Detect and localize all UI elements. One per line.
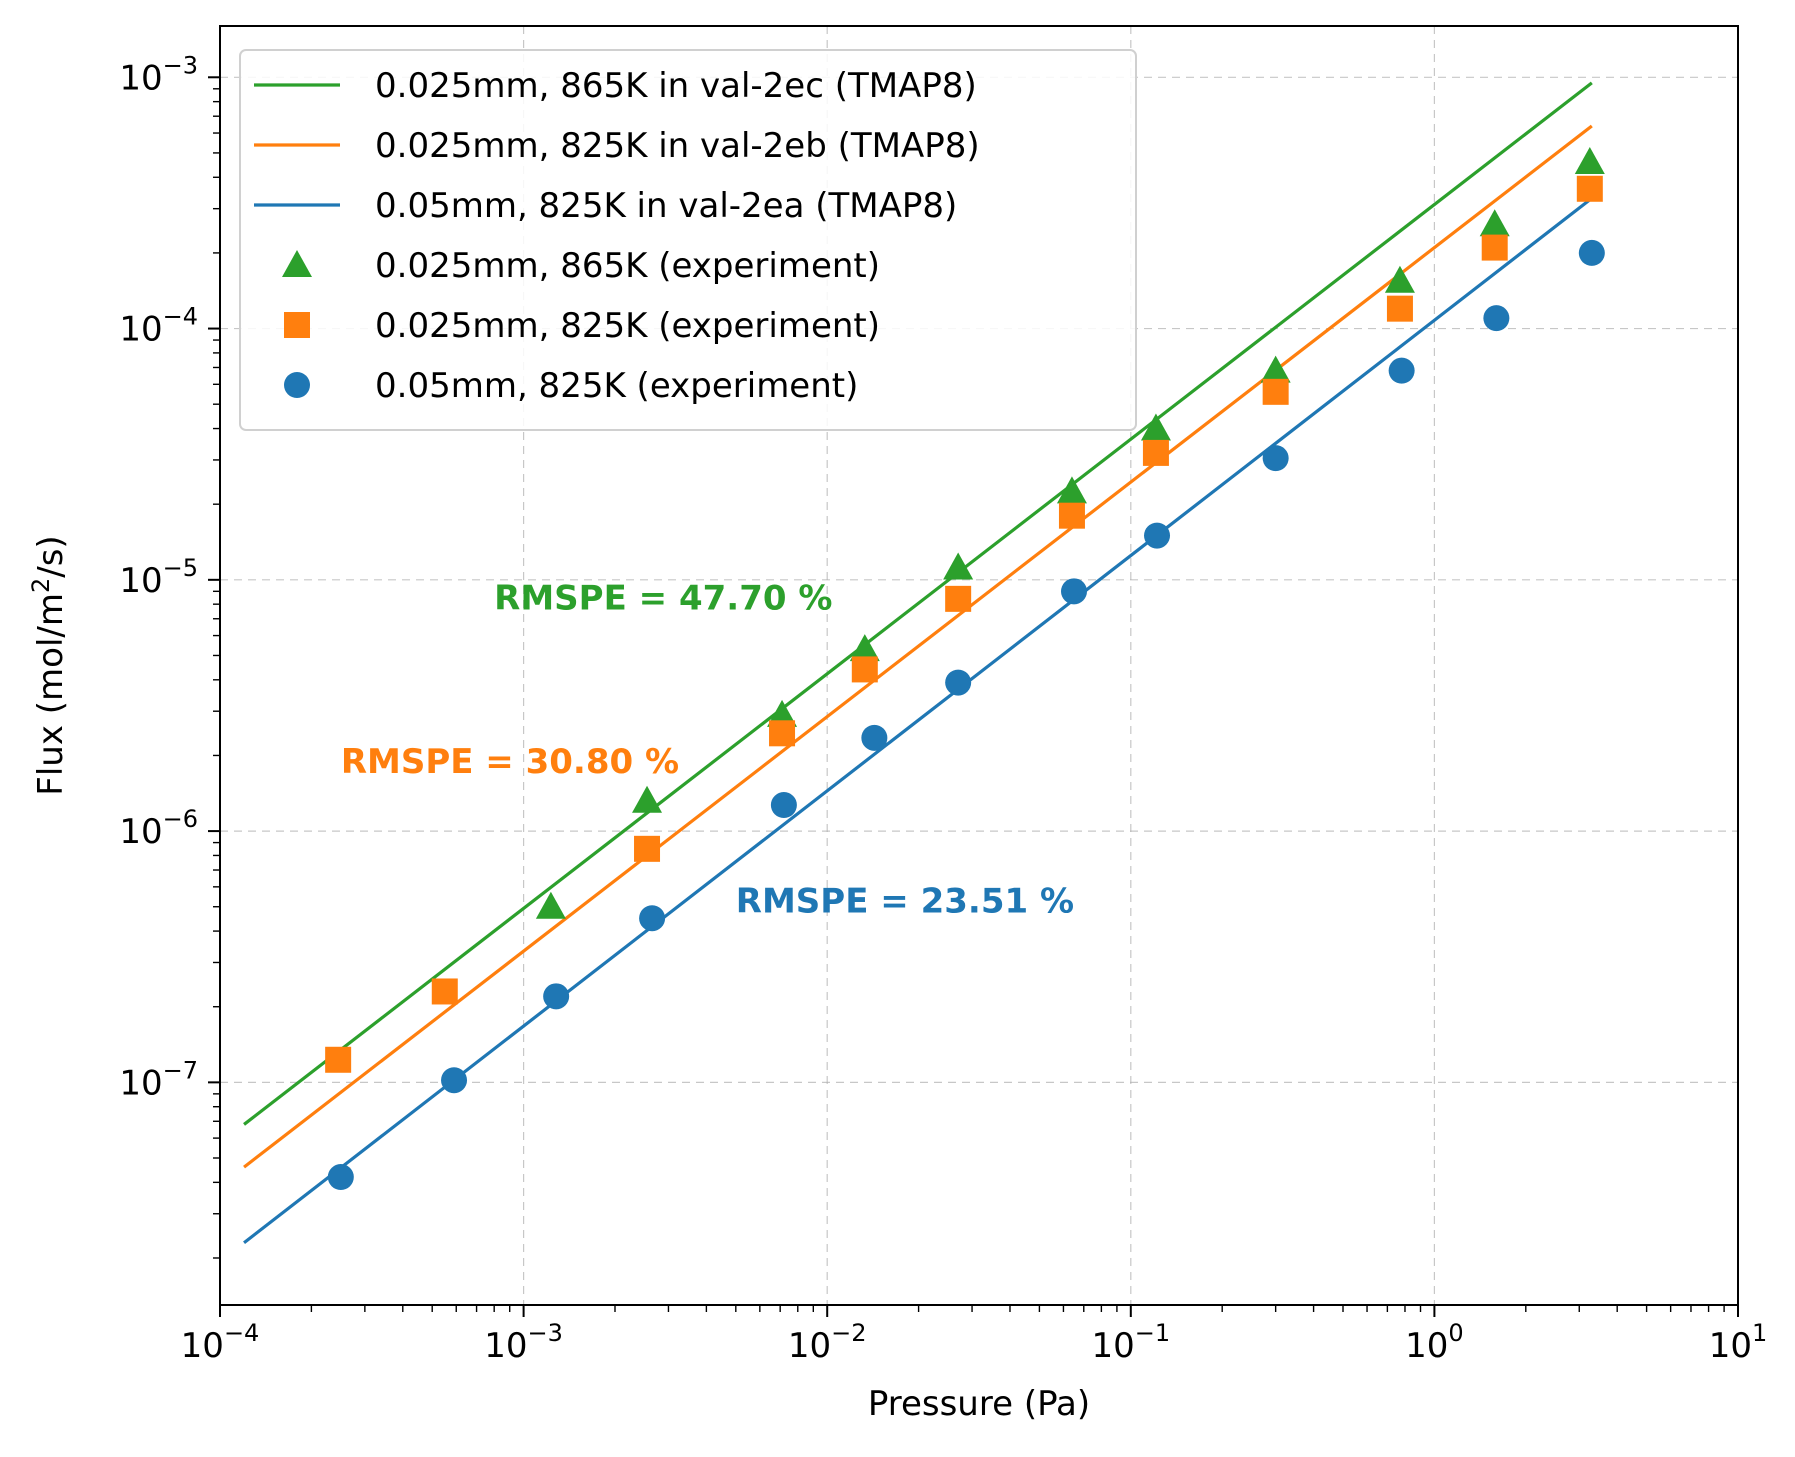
series-line-0: [243, 81, 1593, 1126]
x-tick-label: 100: [1405, 1319, 1464, 1366]
data-point-circle: [1061, 578, 1088, 605]
major-ticks: [208, 76, 1739, 1317]
x-tick-label-base: 10: [788, 1326, 831, 1366]
y-tick-label: 10−7: [119, 1056, 198, 1103]
y-tick-label-exp: −7: [163, 1056, 198, 1084]
x-tick-label-base: 10: [1405, 1326, 1448, 1366]
y-tick-label-base: 10: [119, 812, 162, 852]
y-axis-label: Flux (mol/m2/s): [27, 535, 71, 795]
x-tick-label-exp: −1: [1135, 1319, 1170, 1347]
rmspe-annotations: RMSPE = 47.70 % RMSPE = 30.80 % RMSPE = 23…: [341, 579, 1074, 922]
data-point-triangle: [849, 634, 880, 662]
y-axis-label-tail: /s): [31, 535, 71, 577]
data-point-circle: [543, 983, 570, 1010]
y-axis-label-main: Flux (mol/m: [31, 593, 71, 796]
x-tick-label: 10−2: [788, 1319, 867, 1366]
y-tick-label: 10−4: [119, 303, 198, 350]
data-point-square: [325, 1046, 352, 1073]
data-point-triangle: [1384, 265, 1415, 293]
y-tick-label-exp: −3: [163, 51, 198, 79]
data-point-triangle: [1479, 209, 1510, 237]
data-point-circle: [861, 724, 888, 751]
y-tick-label-base: 10: [119, 310, 162, 350]
legend-marker-swatch: [284, 372, 310, 398]
legend-entry-label: 0.025mm, 865K in val-2ec (TMAP8): [375, 66, 977, 106]
rmspe-annotation-2: RMSPE = 23.51 %: [736, 881, 1074, 921]
data-point-circle: [327, 1164, 354, 1191]
y-tick-label-base: 10: [119, 561, 162, 601]
data-point-triangle: [1140, 413, 1171, 441]
data-point-triangle: [535, 891, 566, 919]
data-point-triangle: [1260, 355, 1291, 383]
data-point-circle: [1578, 239, 1605, 266]
x-tick-label-exp: 1: [1752, 1319, 1767, 1347]
rmspe-annotation-1: RMSPE = 30.80 %: [341, 742, 679, 782]
y-tick-label-exp: −6: [163, 805, 198, 833]
x-tick-label: 10−4: [181, 1319, 260, 1366]
legend-entry-label: 0.025mm, 865K (experiment): [375, 246, 880, 286]
data-point-square: [851, 656, 878, 683]
data-point-circle: [1262, 445, 1289, 472]
x-axis-label: Pressure (Pa): [868, 1384, 1090, 1424]
rmspe-annotation-0: RMSPE = 47.70 %: [494, 579, 832, 619]
data-point-circle: [770, 792, 797, 819]
legend-entry-label: 0.05mm, 825K (experiment): [375, 366, 858, 406]
x-tick-label-exp: 0: [1448, 1319, 1463, 1347]
data-point-circle: [1483, 305, 1510, 332]
data-point-square: [1386, 295, 1413, 322]
data-point-square: [634, 835, 661, 862]
data-point-circle: [441, 1067, 468, 1094]
x-tick-label-base: 10: [1091, 1326, 1134, 1366]
minor-ticks: [213, 88, 1725, 1312]
data-point-square: [1142, 439, 1169, 466]
data-point-square: [1576, 175, 1603, 202]
y-tick-label: 10−6: [119, 805, 198, 852]
x-tick-label-base: 10: [484, 1326, 527, 1366]
legend-marker-swatch: [282, 250, 312, 277]
y-tick-label: 10−3: [119, 51, 198, 98]
y-tick-label-exp: −5: [163, 554, 198, 582]
y-axis-label-sup: 2: [27, 578, 55, 593]
series-line-1: [243, 124, 1593, 1169]
data-point-square: [1262, 378, 1289, 405]
x-tick-label: 101: [1709, 1319, 1768, 1366]
data-point-circle: [1388, 357, 1415, 384]
legend-box: [239, 49, 1137, 431]
plot-marks: [243, 81, 1605, 1245]
data-point-square: [1058, 502, 1085, 529]
data-point-triangle: [632, 785, 663, 813]
y-tick-label-base: 10: [119, 58, 162, 98]
data-point-triangle: [943, 552, 974, 580]
data-point-triangle: [1056, 476, 1087, 504]
x-tick-label-exp: −2: [831, 1319, 866, 1347]
x-tick-label-exp: −3: [528, 1319, 563, 1347]
x-tick-label-exp: −4: [224, 1319, 259, 1347]
legend-entry-label: 0.025mm, 825K (experiment): [375, 306, 880, 346]
data-point-triangle: [1574, 147, 1605, 175]
y-tick-label: 10−5: [119, 554, 198, 601]
axes-frame: [219, 25, 1739, 1306]
legend-marker-swatch: [284, 312, 310, 338]
y-tick-label-exp: −4: [163, 303, 198, 331]
tick-labels: 10−4 10−3 10−2 10−1 100 10110−710−610−510−410…: [119, 51, 1767, 1366]
data-point-circle: [639, 905, 666, 932]
legend-entry-label: 0.05mm, 825K in val-2ea (TMAP8): [375, 186, 957, 226]
x-tick-label: 10−1: [1091, 1319, 1170, 1366]
data-point-circle: [945, 669, 972, 696]
data-point-square: [431, 978, 458, 1005]
x-tick-label-base: 10: [181, 1326, 224, 1366]
x-tick-label: 10−3: [484, 1319, 563, 1366]
data-point-square: [769, 720, 796, 747]
data-point-square: [1481, 234, 1508, 261]
series-line-2: [243, 197, 1593, 1245]
data-point-triangle: [767, 699, 798, 727]
legend: 0.025mm, 865K in val-2ec (TMAP8) 0.025mm,…: [239, 49, 1137, 431]
data-point-circle: [1144, 522, 1171, 549]
legend-entry-label: 0.025mm, 825K in val-2eb (TMAP8): [375, 126, 980, 166]
x-tick-label-base: 10: [1709, 1326, 1752, 1366]
data-point-square: [945, 585, 972, 612]
y-tick-label-base: 10: [119, 1063, 162, 1103]
